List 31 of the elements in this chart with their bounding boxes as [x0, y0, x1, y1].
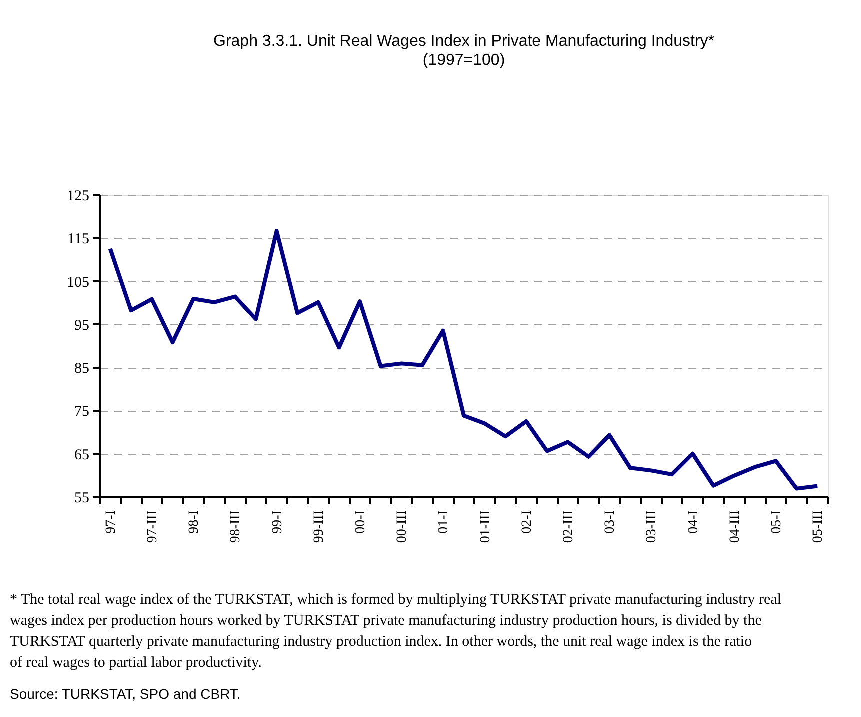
x-tick-label: 97-I: [104, 510, 119, 534]
y-tick-label: 115: [68, 232, 90, 248]
x-tick-label: 01-III: [478, 510, 494, 544]
x-tick-label: 97-III: [146, 510, 160, 544]
y-tick-label: 85: [74, 361, 90, 378]
x-tick-label: 99-I: [270, 510, 286, 534]
line-series: [108, 229, 820, 491]
y-tick-label: 55: [74, 490, 90, 506]
y-tick-label: 125: [67, 188, 90, 204]
x-tick-label: 05-III: [811, 510, 826, 544]
x-tick-label: 05-I: [770, 510, 784, 534]
x-tick-label: 03-I: [603, 510, 618, 534]
x-tick-label: 02-I: [520, 510, 535, 534]
x-tick-label: 04-I: [686, 510, 702, 534]
x-tick-label: 99-III: [312, 510, 327, 544]
x-tick-label: 00-I: [354, 510, 368, 534]
x-tick-label: 98-I: [187, 510, 202, 534]
x-tick-label: 01-I: [436, 510, 452, 534]
x-tick-label: 04-III: [728, 510, 743, 544]
chart-subtitle: (1997=100): [422, 52, 506, 69]
x-tick-label: 00-III: [395, 510, 410, 544]
source-note: Source: TURKSTAT, SPO and CBRT.: [10, 686, 241, 702]
x-tick-label: 98-III: [228, 510, 244, 544]
chart-title: Graph 3.3.1. Unit Real Wages Index in Private Manufacturing Industry*: [214, 33, 714, 50]
y-tick-label: 105: [67, 274, 90, 291]
y-tick-label: 65: [74, 447, 90, 464]
text: * The total real wage index of the TURKSTAT, which is formed by multiplying TURKSTAT private manufacturing industry real wages index per production hours worked by TURKSTAT private manufacturing industry production hours, is divided by the TURKSTAT quarterly private manufacturing industry production index. In other words, the unit real wage index is the ratio of real wages to partial labor productivity.: [10, 592, 782, 671]
x-tick-label: 02-III: [562, 510, 576, 544]
y-tick-label: 95: [74, 318, 90, 334]
x-tick-label: 03-III: [644, 510, 660, 544]
y-tick-label: 75: [74, 404, 90, 420]
